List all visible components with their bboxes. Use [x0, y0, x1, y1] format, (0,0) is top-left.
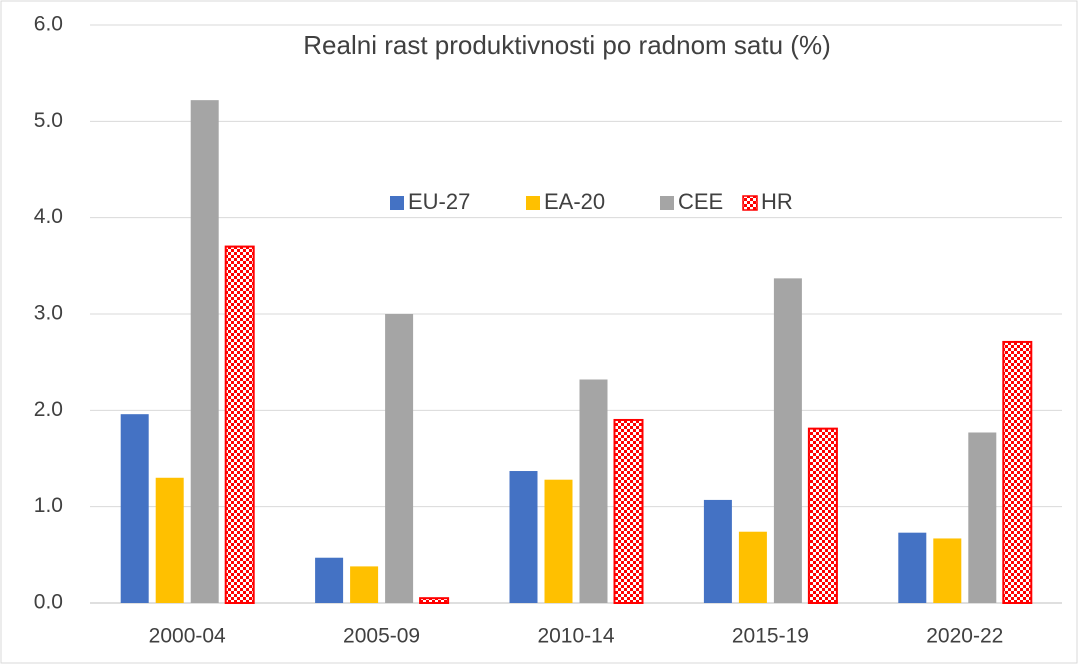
bar [933, 538, 962, 603]
bar [155, 477, 184, 603]
legend-swatch [742, 195, 758, 211]
bar [509, 471, 538, 603]
chart-title: Realni rast produktivnosti po radnom sat… [303, 30, 830, 60]
bar [1002, 340, 1033, 604]
legend-label: EU-27 [408, 189, 470, 214]
y-tick-label: 6.0 [34, 13, 63, 36]
y-tick-label: 1.0 [34, 494, 63, 517]
bar [315, 557, 344, 603]
legend-label: HR [761, 189, 793, 214]
y-tick-label: 2.0 [34, 398, 63, 421]
y-tick-label: 5.0 [34, 109, 63, 132]
legend-label: EA-20 [544, 189, 605, 214]
bar [350, 566, 379, 603]
bar [224, 245, 255, 604]
x-tick-label: 2010-14 [537, 625, 614, 648]
bar [807, 427, 838, 604]
bar [738, 531, 767, 603]
bar [703, 499, 732, 603]
bar [544, 479, 573, 603]
y-tick-label: 4.0 [34, 205, 63, 228]
x-tick-label: 2015-19 [732, 625, 809, 648]
x-tick-label: 2005-09 [343, 625, 420, 648]
bar [385, 314, 414, 603]
bar [898, 532, 927, 603]
bar [579, 379, 608, 603]
bar [968, 432, 997, 603]
legend-label: CEE [678, 189, 723, 214]
bar [773, 278, 802, 603]
legend-swatch [526, 196, 540, 210]
bar [120, 414, 149, 603]
x-tick-label: 2000-04 [149, 625, 226, 648]
y-tick-label: 0.0 [34, 591, 63, 614]
legend-swatch [660, 196, 674, 210]
y-tick-label: 3.0 [34, 302, 63, 325]
bar [419, 597, 450, 605]
legend-swatch [390, 196, 404, 210]
bar [613, 418, 644, 605]
bar [190, 100, 219, 603]
x-tick-label: 2020-22 [926, 625, 1003, 648]
